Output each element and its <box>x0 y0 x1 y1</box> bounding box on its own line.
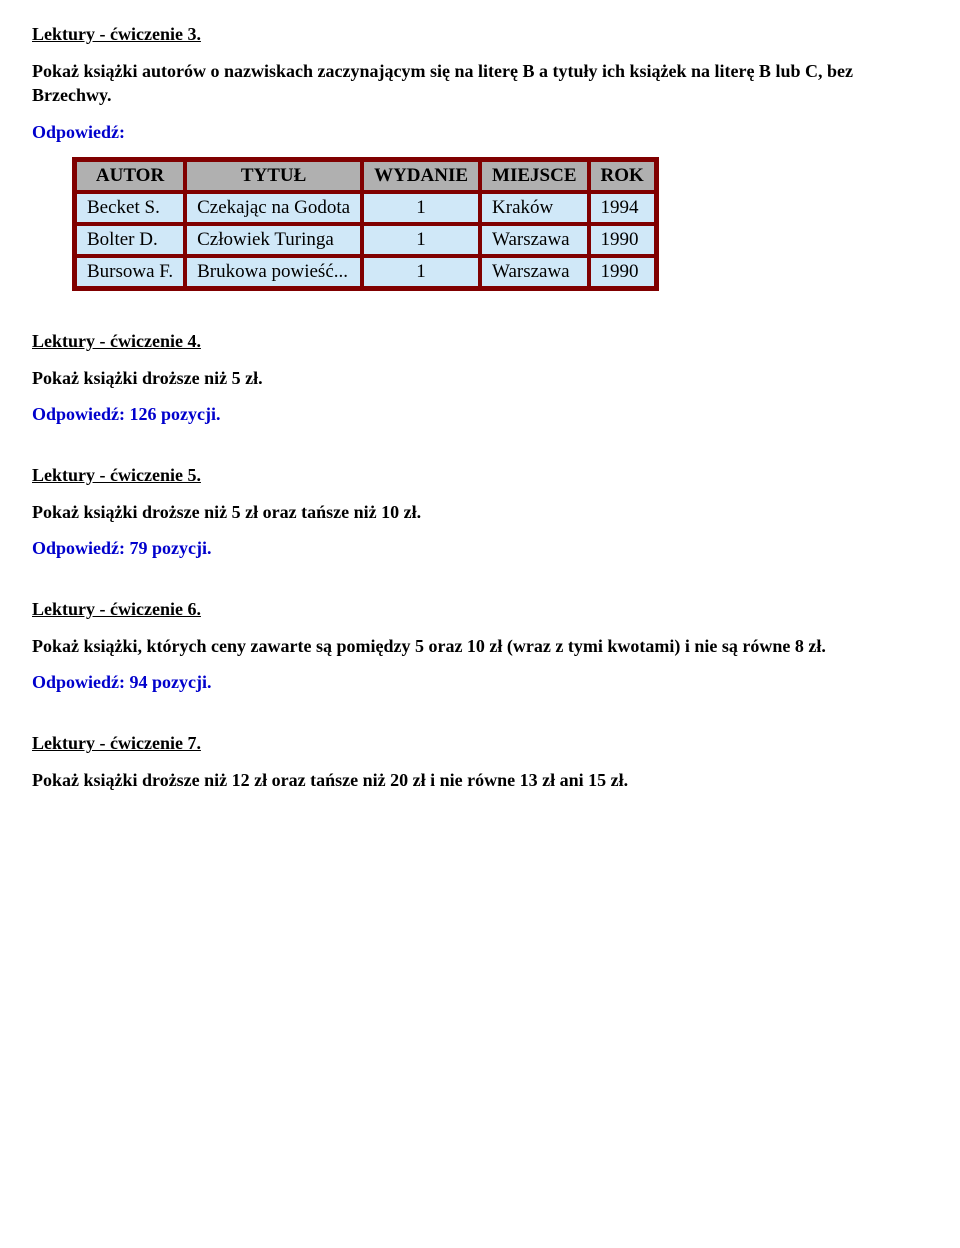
exercise-3: Lektury - ćwiczenie 3. Pokaż książki aut… <box>32 24 928 291</box>
exercise-7-prompt: Pokaż książki droższe niż 12 zł oraz tań… <box>32 768 928 792</box>
exercise-3-table-wrap: AUTOR TYTUŁ WYDANIE MIEJSCE ROK Becket S… <box>72 157 928 291</box>
exercise-5-prompt: Pokaż książki droższe niż 5 zł oraz tańs… <box>32 500 928 524</box>
exercise-5: Lektury - ćwiczenie 5. Pokaż książki dro… <box>32 465 928 559</box>
exercise-3-answer-label: Odpowiedź: <box>32 122 928 143</box>
col-header-tytul: TYTUŁ <box>186 161 361 191</box>
col-header-wydanie: WYDANIE <box>363 161 479 191</box>
col-header-miejsce: MIEJSCE <box>481 161 587 191</box>
exercise-4-prompt: Pokaż książki droższe niż 5 zł. <box>32 366 928 390</box>
cell-rok: 1994 <box>590 193 655 223</box>
cell-autor: Bursowa F. <box>76 257 184 287</box>
table-row: Bolter D. Człowiek Turinga 1 Warszawa 19… <box>76 225 655 255</box>
table-header-row: AUTOR TYTUŁ WYDANIE MIEJSCE ROK <box>76 161 655 191</box>
exercise-5-title: Lektury - ćwiczenie 5. <box>32 465 928 486</box>
cell-wydanie: 1 <box>363 257 479 287</box>
cell-tytul: Człowiek Turinga <box>186 225 361 255</box>
cell-wydanie: 1 <box>363 225 479 255</box>
cell-miejsce: Warszawa <box>481 225 587 255</box>
exercise-4: Lektury - ćwiczenie 4. Pokaż książki dro… <box>32 331 928 425</box>
cell-tytul: Brukowa powieść... <box>186 257 361 287</box>
cell-rok: 1990 <box>590 257 655 287</box>
table-row: Becket S. Czekając na Godota 1 Kraków 19… <box>76 193 655 223</box>
cell-tytul: Czekając na Godota <box>186 193 361 223</box>
exercise-5-answer: Odpowiedź: 79 pozycji. <box>32 538 928 559</box>
table-row: Bursowa F. Brukowa powieść... 1 Warszawa… <box>76 257 655 287</box>
exercise-7: Lektury - ćwiczenie 7. Pokaż książki dro… <box>32 733 928 792</box>
col-header-rok: ROK <box>590 161 655 191</box>
exercise-6: Lektury - ćwiczenie 6. Pokaż książki, kt… <box>32 599 928 693</box>
cell-wydanie: 1 <box>363 193 479 223</box>
exercise-3-title: Lektury - ćwiczenie 3. <box>32 24 928 45</box>
exercise-7-title: Lektury - ćwiczenie 7. <box>32 733 928 754</box>
exercise-3-table: AUTOR TYTUŁ WYDANIE MIEJSCE ROK Becket S… <box>72 157 659 291</box>
exercise-4-title: Lektury - ćwiczenie 4. <box>32 331 928 352</box>
cell-miejsce: Kraków <box>481 193 587 223</box>
exercise-4-answer: Odpowiedź: 126 pozycji. <box>32 404 928 425</box>
cell-rok: 1990 <box>590 225 655 255</box>
exercise-6-title: Lektury - ćwiczenie 6. <box>32 599 928 620</box>
cell-autor: Becket S. <box>76 193 184 223</box>
cell-autor: Bolter D. <box>76 225 184 255</box>
exercise-6-prompt: Pokaż książki, których ceny zawarte są p… <box>32 634 928 658</box>
cell-miejsce: Warszawa <box>481 257 587 287</box>
exercise-6-answer: Odpowiedź: 94 pozycji. <box>32 672 928 693</box>
exercise-3-prompt: Pokaż książki autorów o nazwiskach zaczy… <box>32 59 928 108</box>
col-header-autor: AUTOR <box>76 161 184 191</box>
